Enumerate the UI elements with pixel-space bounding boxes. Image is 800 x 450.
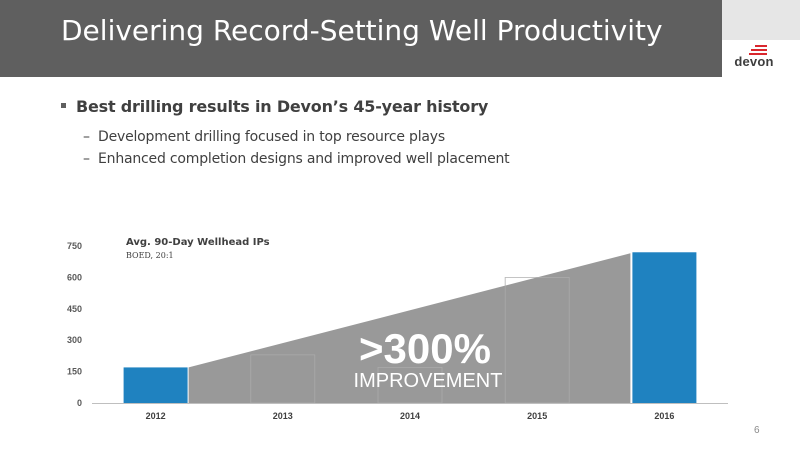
- title-strip: [722, 0, 800, 40]
- bar-2016: [632, 252, 697, 403]
- page-number: 6: [754, 425, 760, 436]
- wellhead-ip-chart: 0 150 300 450 600 750 2012 2013 2014 2015 2016 Avg.…: [67, 237, 728, 421]
- chart-title: Avg. 90-Day Wellhead IPs: [126, 237, 270, 248]
- x-tick-label: 2015: [527, 411, 547, 421]
- x-tick-label: 2013: [273, 411, 293, 421]
- square-bullet-icon: [61, 103, 66, 108]
- logo-bars-icon: [749, 45, 767, 55]
- sub-bullet-text: Enhanced completion designs and improved…: [98, 151, 510, 167]
- bar-2012: [123, 367, 188, 403]
- sub-bullet: – Development drilling focused in top re…: [60, 129, 509, 145]
- annotation-text: IMPROVEMENT: [354, 370, 503, 392]
- y-tick-label: 300: [67, 335, 82, 345]
- x-tick-label: 2014: [400, 411, 420, 421]
- y-tick-label: 150: [67, 367, 82, 377]
- bullet-main-text: Best drilling results in Devon’s 45-year…: [76, 97, 489, 116]
- growth-wedge: [188, 253, 631, 403]
- y-tick-label: 750: [67, 241, 82, 251]
- y-tick-label: 450: [67, 304, 82, 314]
- chart-subtitle: BOED, 20:1: [126, 251, 174, 260]
- x-tick-label: 2012: [146, 411, 166, 421]
- bullet-list: Best drilling results in Devon’s 45-year…: [60, 97, 510, 167]
- y-tick-label: 600: [67, 272, 82, 282]
- devon-logo: devon: [724, 45, 796, 71]
- sub-bullet: – Enhanced completion designs and improv…: [60, 151, 510, 167]
- bullet-main: Best drilling results in Devon’s 45-year…: [60, 97, 509, 116]
- logo-text: devon: [734, 54, 774, 69]
- title-bar: Delivering Record-Setting Well Productiv…: [0, 0, 722, 77]
- x-tick-label: 2016: [654, 411, 674, 421]
- annotation-headline: >300%: [359, 325, 491, 372]
- dash-icon: –: [83, 129, 90, 145]
- dash-icon: –: [83, 151, 90, 167]
- sub-bullet-text: Development drilling focused in top reso…: [98, 129, 445, 145]
- y-tick-label: 0: [77, 398, 82, 408]
- slide-title: Delivering Record-Setting Well Productiv…: [61, 14, 663, 47]
